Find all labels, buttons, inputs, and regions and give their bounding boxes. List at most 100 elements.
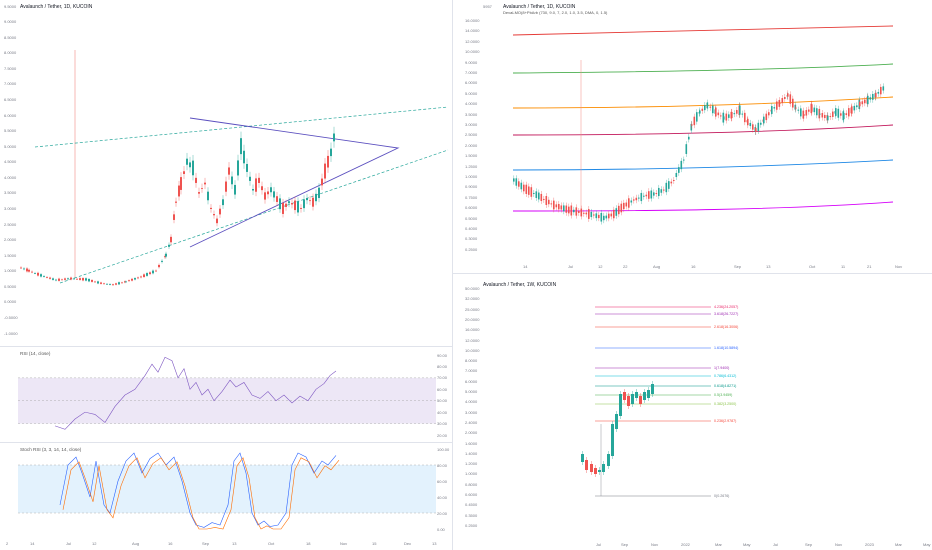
- bottom-left-marker[interactable]: 2: [6, 541, 9, 546]
- rt-y-tick-label: 1.2500: [465, 163, 478, 169]
- y-tick-label: 1.0000: [4, 268, 17, 274]
- candle: [213, 214, 215, 216]
- candle: [568, 206, 570, 214]
- rt-y-tick-label: 0.5000: [465, 215, 478, 221]
- candle: [693, 116, 696, 126]
- rsi-tick-label: 70.00: [437, 375, 448, 381]
- candle: [240, 138, 242, 155]
- candle: [869, 97, 872, 100]
- candle: [882, 86, 885, 91]
- right-bottom-plot[interactable]: [453, 274, 932, 550]
- candle: [627, 396, 630, 406]
- rb-x-tick-label: Nov: [651, 542, 659, 547]
- candle: [267, 191, 269, 195]
- right-bottom-chart[interactable]: Avalaunch / Tether, 1W, KUCOIN 50.0000 32…: [453, 274, 932, 550]
- candle: [261, 186, 263, 191]
- candle: [309, 200, 311, 202]
- right-top-subtitle: DevaLMO(8+PbArb (730, 9.0, 7, 2.0, 1.0, …: [503, 10, 608, 15]
- left-price-plot[interactable]: [0, 0, 452, 346]
- candle: [623, 202, 625, 210]
- rb-y-tick-label: 0.4500: [465, 502, 478, 508]
- rsi-tick-label: 40.00: [437, 409, 448, 415]
- candle: [789, 94, 792, 104]
- band-orange: [512, 96, 894, 109]
- candle: [837, 108, 840, 118]
- right-top-chart[interactable]: Avalaunch / Tether, 1D, KUCOIN DevaLMO(8…: [453, 0, 932, 272]
- candle: [658, 187, 660, 197]
- candle: [137, 277, 139, 279]
- rb-x-tick-label: Mar: [715, 542, 722, 547]
- candle: [570, 205, 573, 216]
- rt-y-tick-label: 16.0000: [465, 18, 480, 23]
- x-tick-label: Oct: [268, 541, 275, 546]
- candle: [565, 205, 568, 213]
- candle: [225, 181, 227, 192]
- candle: [195, 177, 197, 183]
- candle: [76, 278, 78, 280]
- rt-y-tick-label: 7.0000: [465, 70, 478, 75]
- candle: [752, 124, 754, 130]
- rb-y-tick-label: 1.0000: [465, 471, 478, 477]
- candle: [643, 195, 645, 197]
- candle: [558, 203, 560, 210]
- rsi-panel[interactable]: RSI (14, close) 90.00 80.00 70.00 60.00 50.0…: [0, 347, 452, 442]
- left-x-axis[interactable]: 14 Jul 12 Aug 16 Sep 13 Oct 18 Nov 15 Dec 13: [0, 538, 452, 550]
- band-red-top: [512, 25, 894, 36]
- x-tick-label: 18: [306, 541, 311, 546]
- candle: [243, 150, 245, 164]
- candle: [856, 105, 858, 108]
- divider: [0, 346, 452, 347]
- candle: [82, 278, 84, 281]
- candle: [595, 213, 598, 219]
- candle: [861, 101, 864, 105]
- candle: [685, 144, 688, 154]
- candle: [100, 282, 102, 284]
- candle: [207, 191, 209, 201]
- y-tick-label: 3.5000: [4, 190, 17, 196]
- candle: [631, 394, 634, 404]
- y-tick-label: 2.0000: [4, 237, 17, 243]
- rsi-line: [54, 356, 337, 430]
- candle: [673, 179, 675, 181]
- stoch-rsi-panel[interactable]: Stoch RSI (3, 3, 14, 14, close) 100.00 80…: [0, 443, 452, 536]
- x-tick-label: 14: [30, 541, 35, 546]
- candle: [70, 277, 72, 280]
- left-price-chart[interactable]: Avalaunch / Tether, 1D, KUCOIN 9.5000 9.0…: [0, 0, 452, 346]
- rb-x-tick-label: Jul: [596, 542, 602, 547]
- candle: [665, 182, 668, 193]
- candle: [608, 213, 610, 219]
- candle: [535, 191, 538, 198]
- candle: [131, 278, 133, 281]
- candle: [530, 187, 533, 197]
- rb-y-tick-label: 0.3500: [465, 512, 478, 518]
- rb-y-tick-label: 7.0000: [465, 368, 478, 374]
- rb-y-tick-label: 8.0000: [465, 358, 478, 364]
- y-tick-label: 0.5000: [4, 283, 17, 289]
- rt-y-tick-label: 0.2500: [465, 246, 478, 252]
- y-tick-label: 8.5000: [4, 34, 17, 40]
- band-blue: [512, 159, 894, 171]
- candle: [518, 181, 520, 187]
- candle: [228, 167, 230, 175]
- fib-level-label: 0.236(2.9787): [714, 418, 737, 423]
- candle: [690, 123, 693, 131]
- rt-y-tick-label: 0.6000: [465, 205, 478, 211]
- candle: [255, 178, 257, 192]
- candle: [252, 189, 254, 191]
- rsi-plot: [18, 356, 436, 430]
- right-top-plot[interactable]: [453, 0, 932, 272]
- rt-y-tick-label: 5.0000: [465, 90, 478, 96]
- y-tick-label: 3.0000: [4, 205, 17, 211]
- candle: [573, 209, 575, 213]
- y-tick-label: 6.0000: [4, 112, 17, 118]
- rsi-tick-label: 90.00: [437, 352, 448, 358]
- candle: [258, 177, 260, 183]
- candle: [178, 185, 180, 197]
- candle: [670, 181, 673, 184]
- rb-x-tick-label: Mar: [895, 542, 902, 547]
- candle: [712, 105, 714, 114]
- rb-y-tick-label: 2.4000: [465, 419, 478, 425]
- candle: [607, 454, 610, 466]
- candle: [31, 271, 33, 273]
- candle: [523, 184, 525, 192]
